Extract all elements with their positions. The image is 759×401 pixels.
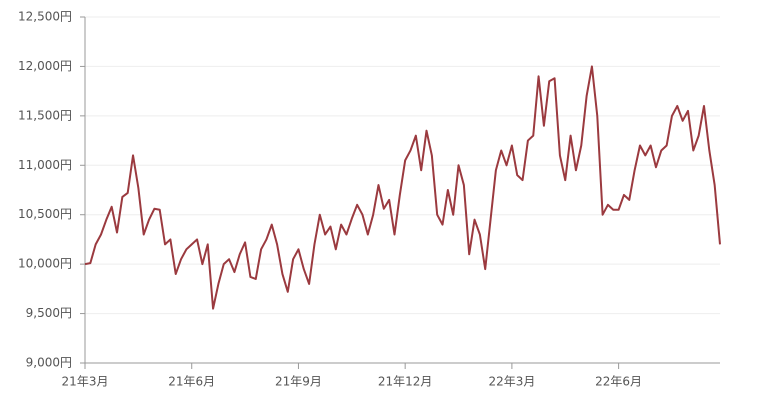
y-tick-label: 11,000円 [18,158,72,172]
y-tick-label: 9,500円 [26,306,72,320]
y-tick-label: 11,500円 [18,108,72,122]
y-tick-label: 12,500円 [18,10,72,24]
x-tick-label: 21年9月 [275,375,322,389]
x-tick-label: 21年12月 [378,375,433,389]
y-tick-label: 9,000円 [26,356,72,370]
y-tick-label: 10,500円 [18,207,72,221]
y-tick-label: 10,000円 [18,257,72,271]
x-tick-label: 22年3月 [488,375,535,389]
x-tick-label: 21年3月 [62,375,109,389]
price-line [84,65,721,310]
y-tick-label: 12,000円 [18,59,72,73]
x-tick-label: 21年6月 [168,375,215,389]
x-tick-label: 22年6月 [595,375,642,389]
